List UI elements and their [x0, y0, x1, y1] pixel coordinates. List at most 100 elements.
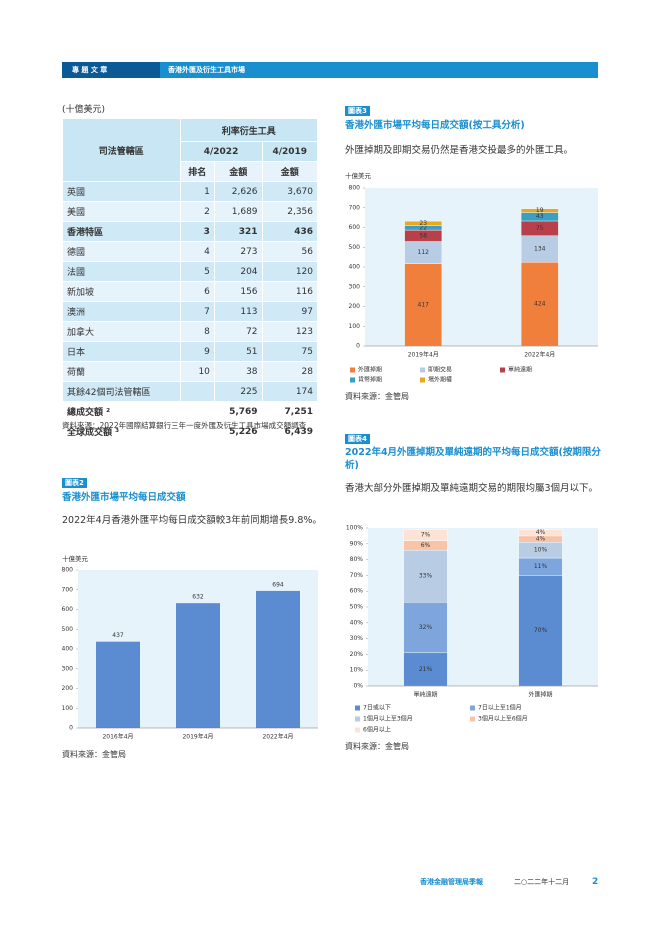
chart-subtitle: 2022年4月香港外匯平均每日成交額較3年前同期增長9.8%。 — [62, 515, 322, 526]
data-label: 632 — [192, 594, 204, 601]
data-label: 112 — [418, 249, 430, 256]
cell: 德國 — [62, 241, 181, 262]
data-label: 21% — [419, 666, 433, 673]
data-label: 19 — [536, 207, 544, 214]
data-label: 424 — [534, 301, 546, 308]
cell: 5,226 — [213, 421, 263, 442]
data-label: 23 — [419, 220, 427, 227]
bar-segment — [403, 549, 448, 603]
bar-segment — [520, 235, 559, 263]
legend-swatch — [420, 377, 425, 383]
data-label: 11% — [534, 563, 548, 570]
data-label: 22 — [419, 224, 427, 231]
data-label: 10% — [534, 547, 548, 554]
legend-swatch — [420, 367, 425, 373]
data-label: 437 — [112, 632, 124, 639]
table-row: 英國 1 2,626 3,670 — [62, 181, 319, 202]
figure-label: 圖表3 — [345, 106, 370, 116]
cell: 2,626 — [213, 181, 263, 202]
cell — [179, 421, 215, 442]
header-cell: 司法管轄區 — [62, 118, 181, 182]
x-tick-label: 單純遠期 — [413, 691, 437, 699]
data-label: 7% — [421, 532, 431, 539]
y-tick-label: 50% — [350, 604, 364, 611]
cell: 全球成交額 ³ — [62, 421, 181, 442]
header-cell: 金額 — [213, 161, 263, 182]
cell: 7,251 — [261, 401, 319, 422]
y-tick-label: 500 — [349, 244, 361, 251]
table-row: 全球成交額 ³ 5,226 6,439 — [62, 421, 319, 442]
cell: 6 — [179, 281, 215, 302]
header-cell: 利率衍生工具 — [179, 118, 319, 142]
header-section-bg — [62, 62, 160, 78]
y-tick-label: 30% — [350, 635, 364, 642]
y-tick-label: 400 — [349, 264, 361, 271]
table-row: 4/2022 4/2019 — [63, 141, 319, 162]
cell: 123 — [261, 321, 319, 342]
legend-swatch — [500, 367, 505, 373]
bar-segment — [404, 263, 443, 347]
cell: 澳洲 — [62, 301, 181, 322]
legend-swatch — [355, 705, 360, 711]
table: 司法管轄區 利率衍生工具 4/2022 4/2019 排名 金額 金額 英國 1 2,626 3,6… — [62, 118, 319, 442]
cell: 436 — [261, 221, 319, 242]
chart-subtitle: 外匯掉期及即期交易仍然是香港交投最多的外匯工具。 — [345, 145, 574, 156]
bar — [96, 641, 140, 728]
data-label: 4% — [536, 536, 546, 543]
data-label: 43 — [536, 213, 544, 220]
cell: 56 — [261, 241, 319, 262]
cell: 156 — [213, 281, 263, 302]
cell: 1 — [179, 181, 215, 202]
y-tick-label: 300 — [62, 665, 74, 672]
data-label: 32% — [419, 624, 433, 631]
x-tick-label: 2019年4月 — [182, 733, 213, 741]
table-row: 加拿大 8 72 123 — [62, 321, 319, 342]
legend-label: 3個月以上至6個月 — [478, 715, 528, 723]
axis-unit: 十億美元 — [62, 555, 88, 563]
y-tick-label: 100 — [349, 323, 361, 330]
legend-label: 單純遠期 — [508, 366, 532, 374]
x-tick-label: 2019年4月 — [408, 351, 439, 359]
y-tick-label: 700 — [62, 586, 74, 593]
axis-unit: 十億美元 — [345, 172, 371, 180]
cell: 6,439 — [261, 421, 319, 442]
bar-segment — [520, 262, 559, 347]
cell: 9 — [179, 341, 215, 362]
y-tick-label: 200 — [62, 685, 74, 692]
data-label: 134 — [534, 246, 546, 253]
cell — [179, 401, 215, 422]
cell: 總成交額 ² — [62, 401, 181, 422]
x-tick-label: 2016年4月 — [102, 733, 133, 741]
data-label: 75 — [536, 225, 544, 232]
legend-label: 即期交易 — [428, 366, 452, 374]
cell: 51 — [213, 341, 263, 362]
table-unit: (十億美元) — [62, 105, 106, 115]
chart-source: 資料來源：金管局 — [345, 392, 409, 401]
y-tick-label: 40% — [350, 619, 364, 626]
table-row: 總成交額 ² 5,769 7,251 — [62, 401, 319, 422]
data-label: 694 — [272, 581, 284, 588]
legend-label: 7日以上至1個月 — [478, 704, 522, 712]
y-tick-label: 700 — [349, 204, 361, 211]
footer-publication: 香港金融管理局季報 — [420, 878, 483, 886]
chart-source: 資料來源：金管局 — [345, 742, 409, 751]
legend-label: 1個月以上至3個月 — [363, 715, 413, 723]
cell: 225 — [213, 381, 263, 402]
legend-swatch — [350, 377, 355, 383]
y-tick-label: 400 — [62, 646, 74, 653]
header-section: 專 題 文 章 — [72, 66, 108, 74]
bar-segment — [518, 575, 563, 687]
legend-label: 7日或以下 — [363, 704, 391, 712]
cell: 75 — [261, 341, 319, 362]
cell: 10 — [179, 361, 215, 382]
footer-page: 2 — [592, 877, 599, 887]
legend-label: 貨幣掉期 — [358, 376, 382, 384]
data-label: 70% — [534, 627, 548, 634]
table-row: 日本 9 51 75 — [62, 341, 319, 362]
chart-title: 香港外匯市場平均每日成交額(按工具分析) — [345, 120, 525, 131]
table-row: 德國 4 273 56 — [62, 241, 319, 262]
plot-bg — [365, 188, 598, 346]
cell: 2,356 — [261, 201, 319, 222]
table-source: 資料來源：2022年國際結算銀行三年一度外匯及衍生工具市場成交額調查 — [62, 421, 307, 430]
